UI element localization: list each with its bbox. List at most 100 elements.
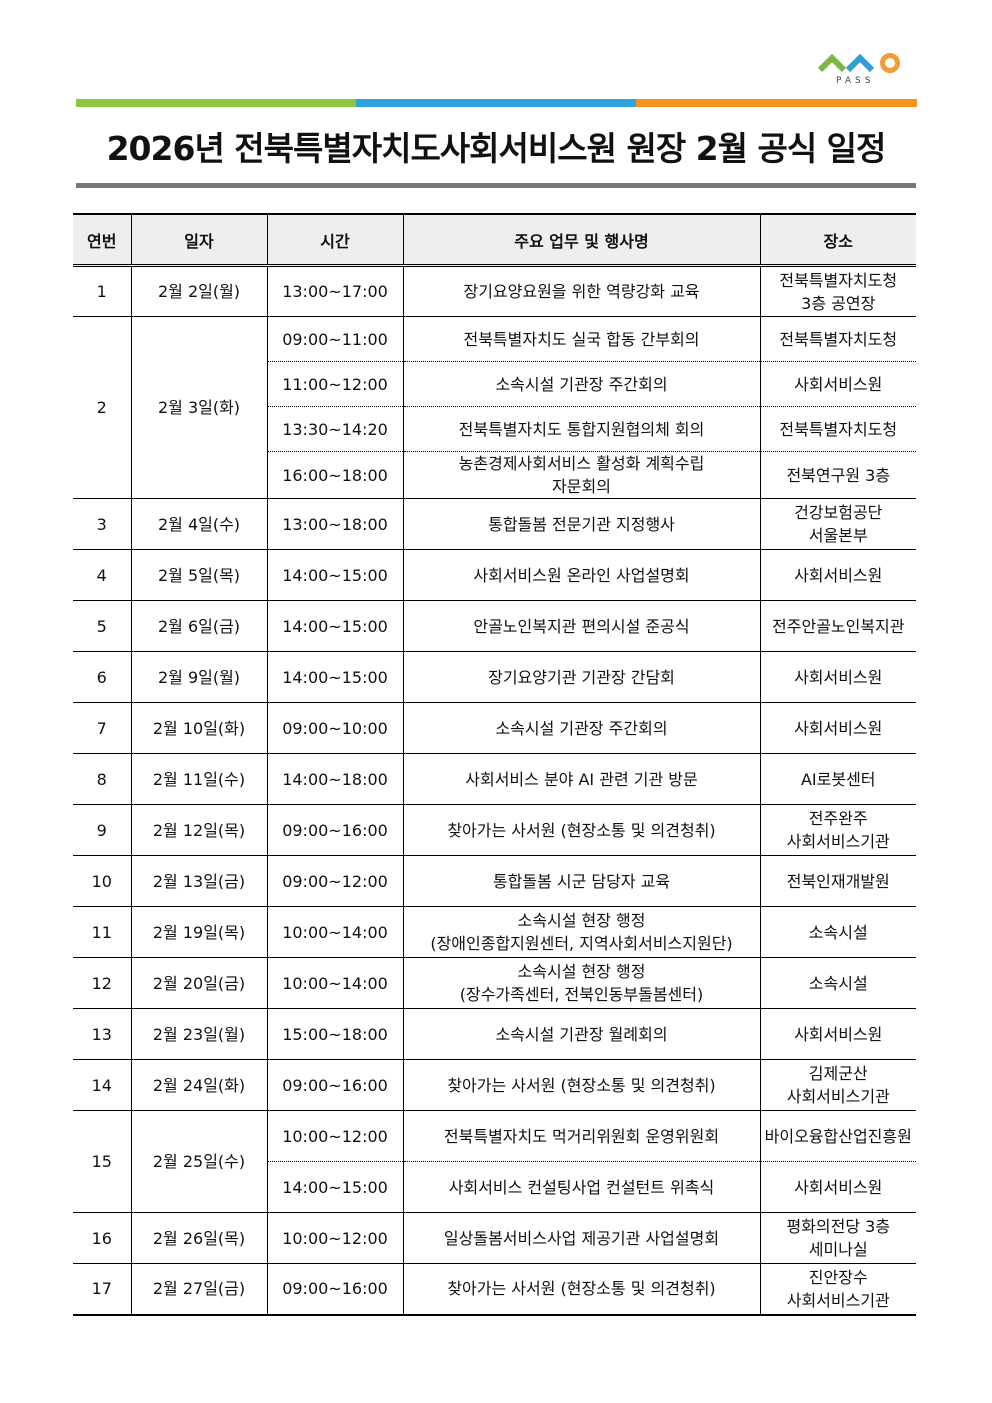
event-time: 14:00~15:00 — [266, 549, 403, 601]
event-time: 16:00~18:00 — [266, 451, 403, 499]
event-time: 09:00~16:00 — [266, 1059, 403, 1111]
row-number: 13 — [73, 1008, 131, 1060]
header-bar-orange — [636, 99, 917, 107]
table-row: 6 2월 9일(월) 14:00~15:00 장기요양기관 기관장 간담회 사회서비스원 — [73, 651, 916, 703]
table-row: 13:30~14:20 전북특별자치도 통합지원협의체 회의 전북특별자치도청 — [73, 406, 916, 452]
event-place: 사회서비스원 — [759, 1161, 916, 1213]
row-date: 2월 10일(화) — [130, 702, 267, 754]
event-place: AI로봇센터 — [759, 753, 916, 805]
event-title: 소속시설 기관장 주간회의 — [402, 361, 760, 407]
row-number: 14 — [73, 1059, 131, 1111]
event-place: 전북연구원 3층 — [759, 451, 916, 499]
event-place: 건강보험공단 서울본부 — [759, 498, 916, 550]
event-time: 14:00~15:00 — [266, 1161, 403, 1213]
table-row: 11 2월 19일(목) 10:00~14:00 소속시설 현장 행정 (장애인종합지… — [73, 906, 916, 958]
row-number: 10 — [73, 855, 131, 907]
event-place: 전북특별자치도청 — [759, 316, 916, 362]
row-date: 2월 26일(목) — [130, 1212, 267, 1264]
logo-text: PASS — [836, 76, 875, 86]
table-row: 2 2월 3일(화) 09:00~11:00 전북특별자치도 실국 합동 간부회의 전북… — [73, 316, 916, 499]
event-title: 소속시설 기관장 월례회의 — [402, 1008, 760, 1060]
table-row: 3 2월 4일(수) 13:00~18:00 통합돌봄 전문기관 지정행사 건강보험공단… — [73, 498, 916, 550]
row-number: 9 — [73, 804, 131, 856]
table-row: 10 2월 13일(금) 09:00~12:00 통합돌봄 시군 담당자 교육 전북인재… — [73, 855, 916, 907]
event-title: 소속시설 현장 행정 (장수가족센터, 전북인동부돌봄센터) — [402, 957, 760, 1009]
header-time: 시간 — [266, 213, 403, 267]
event-time: 10:00~14:00 — [266, 906, 403, 958]
header-bar-green — [76, 99, 356, 107]
event-place: 사회서비스원 — [759, 651, 916, 703]
event-place: 소속시설 — [759, 906, 916, 958]
event-time: 10:00~12:00 — [266, 1110, 403, 1162]
row-number: 6 — [73, 651, 131, 703]
row-date: 2월 4일(수) — [130, 498, 267, 550]
event-time: 13:00~18:00 — [266, 498, 403, 550]
event-time: 14:00~15:00 — [266, 651, 403, 703]
table-row: 16 2월 26일(목) 10:00~12:00 일상돌봄서비스사업 제공기관 사업설… — [73, 1212, 916, 1264]
event-time: 10:00~14:00 — [266, 957, 403, 1009]
event-time: 09:00~16:00 — [266, 1263, 403, 1316]
event-title: 장기요양기관 기관장 간담회 — [402, 651, 760, 703]
event-time: 13:30~14:20 — [266, 406, 403, 452]
row-number: 15 — [73, 1110, 131, 1213]
event-place: 전북인재개발원 — [759, 855, 916, 907]
event-time: 14:00~15:00 — [266, 600, 403, 652]
event-title: 사회서비스원 온라인 사업설명회 — [402, 549, 760, 601]
event-time: 15:00~18:00 — [266, 1008, 403, 1060]
event-time: 10:00~12:00 — [266, 1212, 403, 1264]
event-place: 소속시설 — [759, 957, 916, 1009]
table-row: 8 2월 11일(수) 14:00~18:00 사회서비스 분야 AI 관련 기관 방… — [73, 753, 916, 805]
row-number: 12 — [73, 957, 131, 1009]
event-title: 통합돌봄 시군 담당자 교육 — [402, 855, 760, 907]
row-date: 2월 2일(월) — [130, 265, 267, 317]
event-title: 찾아가는 사서원 (현장소통 및 의견청취) — [402, 804, 760, 856]
event-place: 사회서비스원 — [759, 549, 916, 601]
event-title: 사회서비스 컨설팅사업 컨설턴트 위촉식 — [402, 1161, 760, 1213]
row-date: 2월 23일(월) — [130, 1008, 267, 1060]
pass-logo — [818, 53, 900, 73]
row-date: 2월 11일(수) — [130, 753, 267, 805]
table-row: 14:00~15:00 사회서비스 컨설팅사업 컨설턴트 위촉식 사회서비스원 — [73, 1161, 916, 1213]
table-row: 11:00~12:00 소속시설 기관장 주간회의 사회서비스원 — [73, 361, 916, 407]
row-number: 2 — [73, 316, 131, 499]
header-no: 연번 — [73, 213, 131, 267]
event-title: 전북특별자치도 통합지원협의체 회의 — [402, 406, 760, 452]
event-time: 09:00~16:00 — [266, 804, 403, 856]
row-date: 2월 9일(월) — [130, 651, 267, 703]
row-date: 2월 27일(금) — [130, 1263, 267, 1316]
row-date: 2월 24일(화) — [130, 1059, 267, 1111]
event-time: 11:00~12:00 — [266, 361, 403, 407]
title-divider — [76, 183, 916, 188]
event-title: 사회서비스 분야 AI 관련 기관 방문 — [402, 753, 760, 805]
event-place: 전주안골노인복지관 — [759, 600, 916, 652]
table-row: 13 2월 23일(월) 15:00~18:00 소속시설 기관장 월례회의 사회서비스… — [73, 1008, 916, 1060]
row-number: 4 — [73, 549, 131, 601]
event-place: 전북특별자치도청 3층 공연장 — [759, 265, 916, 317]
event-place: 김제군산 사회서비스기관 — [759, 1059, 916, 1111]
row-date: 2월 5일(목) — [130, 549, 267, 601]
row-number: 7 — [73, 702, 131, 754]
header-bar-blue — [356, 99, 636, 107]
table-row: 9 2월 12일(목) 09:00~16:00 찾아가는 사서원 (현장소통 및 의견… — [73, 804, 916, 856]
event-title: 통합돌봄 전문기관 지정행사 — [402, 498, 760, 550]
schedule-table: 연번 일자 시간 주요 업무 및 행사명 장소 1 2월 2일(월) 13:00~1… — [73, 213, 916, 1316]
row-number: 5 — [73, 600, 131, 652]
event-title: 전북특별자치도 실국 합동 간부회의 — [402, 316, 760, 362]
row-number: 1 — [73, 265, 131, 317]
table-row: 7 2월 10일(화) 09:00~10:00 소속시설 기관장 주간회의 사회서비스원 — [73, 702, 916, 754]
event-title: 일상돌봄서비스사업 제공기관 사업설명회 — [402, 1212, 760, 1264]
event-place: 진안장수 사회서비스기관 — [759, 1263, 916, 1316]
row-date: 2월 20일(금) — [130, 957, 267, 1009]
event-place: 전북특별자치도청 — [759, 406, 916, 452]
event-title: 소속시설 기관장 주간회의 — [402, 702, 760, 754]
event-title: 찾아가는 사서원 (현장소통 및 의견청취) — [402, 1059, 760, 1111]
row-date: 2월 3일(화) — [130, 316, 267, 499]
event-title: 소속시설 현장 행정 (장애인종합지원센터, 지역사회서비스지원단) — [402, 906, 760, 958]
event-title: 안골노인복지관 편의시설 준공식 — [402, 600, 760, 652]
row-date: 2월 25일(수) — [130, 1110, 267, 1213]
table-row: 1 2월 2일(월) 13:00~17:00 장기요양요원을 위한 역량강화 교육 전북… — [73, 265, 916, 317]
event-place: 사회서비스원 — [759, 1008, 916, 1060]
header-event: 주요 업무 및 행사명 — [402, 213, 760, 267]
table-row: 16:00~18:00 농촌경제사회서비스 활성화 계획수립 자문회의 전북연구원 … — [73, 451, 916, 499]
page-title: 2026년 전북특별자치도사회서비스원 원장 2월 공식 일정 — [106, 129, 887, 168]
